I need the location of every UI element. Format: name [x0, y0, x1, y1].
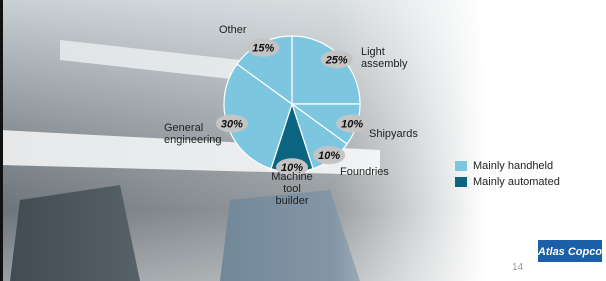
legend-swatch	[455, 177, 467, 187]
page-number: 14	[512, 262, 524, 273]
slide: Atlas Copco 14 25%10%10%10%30%15% Light …	[0, 0, 606, 281]
legend-label: Mainly handheld	[473, 160, 553, 172]
value-label: 30%	[221, 119, 243, 131]
category-label: Other	[219, 24, 247, 36]
legend-swatch	[455, 161, 467, 171]
legend-label: Mainly automated	[473, 176, 560, 188]
value-label: 25%	[325, 54, 348, 66]
chart: Atlas Copco 14 25%10%10%10%30%15%	[0, 0, 606, 281]
category-label: General engineering	[164, 122, 224, 146]
value-label: 10%	[318, 150, 340, 162]
logo: Atlas Copco	[537, 246, 602, 258]
category-label: Shipyards	[369, 128, 418, 140]
category-label: Foundries	[340, 166, 389, 178]
category-label: Light assembly	[361, 46, 421, 70]
category-label: Machine tool builder	[270, 171, 314, 207]
value-label: 10%	[341, 119, 363, 131]
value-label: 15%	[252, 43, 274, 55]
